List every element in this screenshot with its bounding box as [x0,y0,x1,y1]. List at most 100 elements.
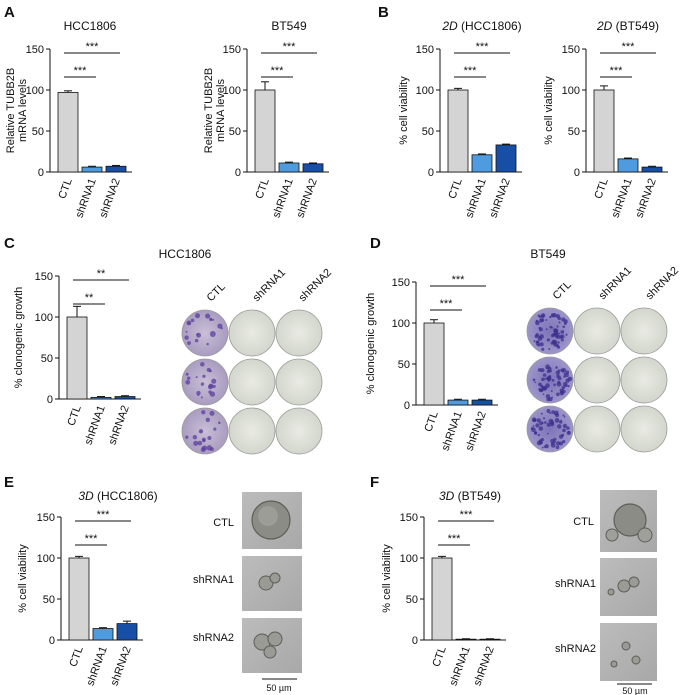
colony-dot [209,391,216,397]
colony-dot [205,313,211,319]
colony-dot [562,389,566,394]
colony-dot [539,342,544,347]
y-tick-label: 50 [229,126,241,138]
x-tick-label: shRNA1 [85,645,110,688]
x-tick-label: shRNA1 [448,645,473,688]
colony-dot [196,333,199,336]
plate-col-label-shrna2: shRNA2 [297,267,334,304]
colony-dot [562,414,565,417]
x-tick-label: shRNA2 [464,410,489,453]
colony-dot [540,437,545,442]
photo-row-label-ctl: CTL [573,516,594,528]
chart-title-text: BT549 [271,19,307,33]
y-tick-label: 100 [35,312,53,324]
colony-dot [185,330,188,333]
plate-col-label-ctl: CTL [205,281,228,304]
colony-dot [555,343,559,348]
x-tick-label: shRNA2 [295,177,320,220]
y-tick-label: 0 [38,167,44,179]
y-axis-label-line: % cell viability [17,544,29,613]
x-tick-label: CTL [430,645,448,669]
y-tick-label: 100 [562,85,580,97]
y-tick-label: 150 [35,271,53,283]
colony-dot [553,328,558,333]
chart-title: 2D (BT549) [596,19,659,33]
significance-label: *** [283,41,297,53]
spheroid-ctl-inner [258,506,278,526]
colony-dot [209,331,216,337]
y-tick-label: 100 [400,553,418,565]
colony-dot [538,387,541,391]
y-axis-label: % cell viability [381,544,393,613]
y-tick-label: 50 [43,594,55,606]
colony-dot [551,314,553,317]
colony-dot [538,426,544,431]
colony-dot [540,412,543,415]
chart-A1: HCC1806 Relative TUBB2BmRNA levels 0 50 100 1… [5,19,132,220]
colony-dot [547,432,549,435]
x-tick-label: shRNA2 [488,177,513,220]
plate-shrna1 [573,307,621,355]
plate-shrna2 [275,309,323,357]
colony-dot [196,390,201,396]
colony-dot [201,410,206,415]
colony-dot [562,381,568,387]
chart-title: 3D (HCC1806) [78,489,157,503]
bar-ctl [593,89,615,173]
spheroid-shrna1 [617,579,631,593]
y-tick-label: 150 [416,44,434,56]
y-tick-label: 50 [406,594,418,606]
significance-label: *** [448,533,462,545]
colony-plates-C: CTL shRNA1 shRNA2 [181,267,334,455]
chart-title-text: (HCC1806) [94,489,158,503]
bar-shrna1 [471,154,493,173]
plate-col-label-shrna1: shRNA1 [597,265,634,302]
y-tick-label: 0 [49,635,55,647]
colony-dot [532,425,535,427]
colony-dot [194,338,199,343]
spheroid-ctl [613,503,647,537]
bar-shrna2 [116,623,138,641]
y-tick-label: 0 [404,400,410,412]
chart-title-text: HCC1806 [64,19,117,33]
colony-dot [567,431,571,434]
bar-ctl [66,316,88,400]
y-tick-label: 50 [41,353,53,365]
colony-dot [560,330,565,334]
colony-dot [541,314,545,318]
x-tick-label: CTL [65,404,83,428]
colony-dot [185,435,189,439]
spheroid-ctl-c [637,527,653,543]
y-axis-label-line: % clonogenic growth [365,293,377,395]
x-tick-label: shRNA1 [464,177,489,220]
colony-dot [563,415,566,418]
colony-dot [550,438,555,444]
y-axis-label-line: Relative TUBB2B [5,68,17,153]
y-axis-label: % clonogenic growth [365,293,377,395]
chart-title: 2D (HCC1806) [441,19,521,33]
colony-dot [209,447,214,452]
y-tick-label: 0 [428,167,434,179]
y-tick-label: 50 [422,126,434,138]
chart-D: BT549% clonogenic growth050100150CTLshRN… [365,247,566,453]
panel-label-B: B [378,4,389,21]
colony-dot [185,372,189,376]
colony-dot [539,334,544,339]
colony-dot [555,445,560,450]
colony-dot [562,440,566,444]
x-tick-label: shRNA1 [271,177,296,220]
colony-dot [205,417,211,423]
plate-shrna2 [620,307,668,355]
colony-dot [212,384,216,389]
x-tick-label: CTL [67,645,85,669]
plate-shrna2 [620,356,668,404]
significance-label: *** [460,509,474,521]
colony-dot [543,445,547,448]
colony-dot [190,318,195,323]
scalebar-label: 50 µm [266,683,291,693]
panel-label-A: A [4,4,15,21]
colony-dot [542,393,545,396]
photo-shrna2 [600,623,657,681]
y-axis-label: % cell viability [17,544,29,613]
colony-dot [193,440,199,446]
